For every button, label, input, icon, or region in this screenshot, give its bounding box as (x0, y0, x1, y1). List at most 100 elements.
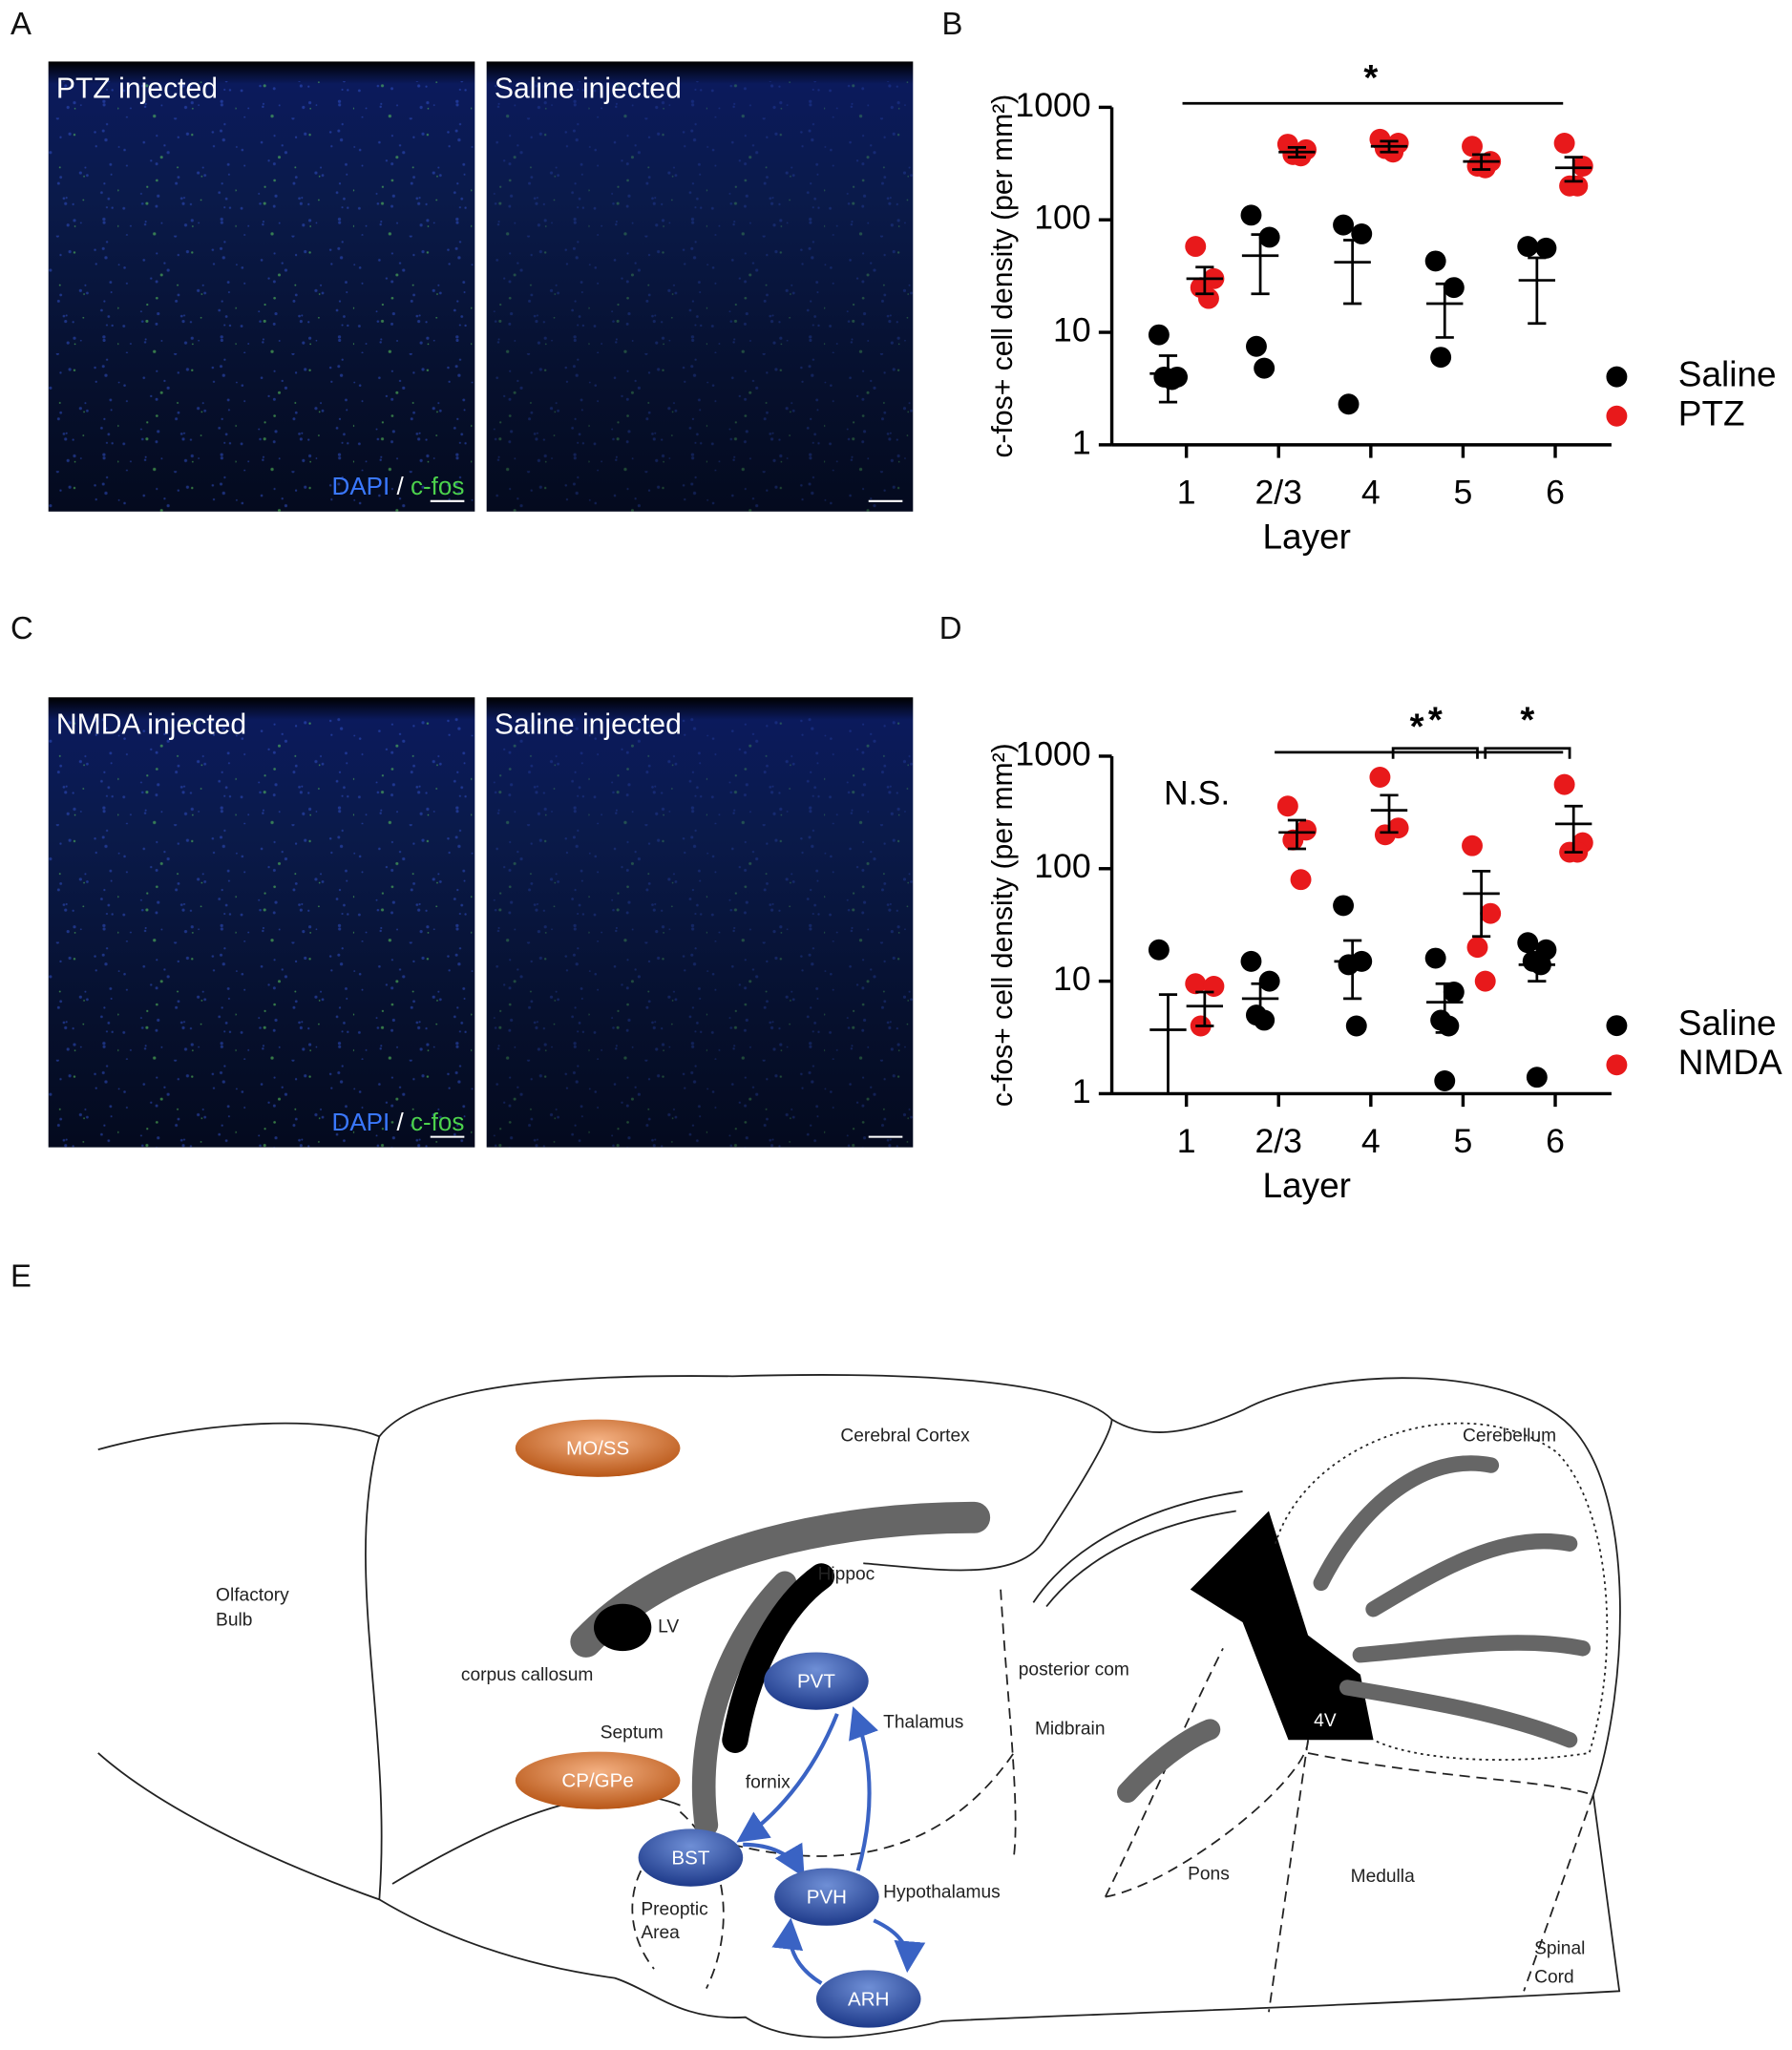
data-point (1197, 287, 1219, 309)
colliculus (1032, 1490, 1243, 1608)
micrograph-label: PTZ injected (56, 74, 218, 105)
region-label: Preoptic (641, 1899, 708, 1919)
node (774, 1868, 879, 1926)
micrograph-texture (48, 716, 475, 1148)
data-point (1466, 937, 1488, 959)
stain-label: DAPI / c-fos (332, 1108, 465, 1136)
data-point (1254, 357, 1275, 379)
micrograph-texture (486, 716, 914, 1148)
data-point (1245, 335, 1267, 357)
legend-label: NMDA (1678, 1043, 1782, 1082)
arrow (736, 1713, 839, 1843)
legend-label: PTZ (1678, 393, 1745, 433)
data-point (1333, 895, 1355, 917)
y-axis-label: c-fos+ cell density (per mm²) (987, 95, 1019, 458)
data-point (1553, 773, 1575, 795)
panel-label: A (11, 6, 32, 41)
x-tick-label: 4 (1361, 473, 1381, 511)
region-label: Bulb (216, 1611, 252, 1631)
data-point (1338, 393, 1360, 415)
legend-marker (1606, 366, 1628, 388)
node (515, 1419, 681, 1477)
region-label: Cord (1534, 1968, 1574, 1988)
legend-label: Saline (1678, 1004, 1777, 1043)
node-label: MO/SS (566, 1438, 629, 1460)
region-label: LV (658, 1617, 679, 1637)
brain-diagram (97, 1374, 1621, 2039)
annotation: * (1363, 57, 1378, 98)
annotation: N.S. (1164, 773, 1230, 812)
x-tick-label: 6 (1546, 1122, 1565, 1160)
data-point (1443, 982, 1465, 1003)
data-point (1517, 932, 1539, 954)
data-point (1424, 250, 1446, 272)
y-tick-label: 1 (1072, 423, 1091, 461)
annotation: * (1428, 699, 1443, 740)
chart: 1 10 100 1000 1 2/3 4 5 6 Layer c-fos+ cell densit… (987, 699, 1782, 1204)
y-tick-label: 100 (1034, 847, 1090, 885)
stain-name: c-fos (411, 472, 464, 500)
stain-label: DAPI / c-fos (332, 472, 465, 500)
data-point (1526, 1067, 1548, 1088)
data-point (1374, 824, 1396, 846)
data-point (1185, 973, 1207, 995)
micrograph-label: NMDA injected (56, 708, 246, 740)
fourth-ventricle (1190, 1511, 1374, 1741)
diagram-nodes: MO/SS CP/GPe PVT BST PVH ARH (515, 1419, 926, 2028)
legend-marker (1606, 1054, 1628, 1076)
region-label: Septum (601, 1722, 664, 1743)
region-label: Hypothalamus (883, 1883, 1001, 1903)
y-tick-label: 10 (1053, 960, 1091, 998)
data-point (1148, 324, 1170, 346)
data-point (1369, 767, 1391, 788)
stain-name: c-fos (411, 1108, 464, 1136)
region-label: Spinal (1534, 1939, 1585, 1959)
region-label: Cerebral Cortex (840, 1426, 970, 1446)
x-tick-label: 1 (1177, 473, 1196, 511)
data-point (1276, 795, 1298, 817)
region-label: fornix (746, 1773, 791, 1793)
node-label: ARH (848, 1988, 889, 2010)
data-point (1517, 236, 1539, 258)
region-label: Thalamus (883, 1712, 963, 1732)
stain-name: DAPI (332, 472, 390, 500)
significance-bracket (1484, 747, 1571, 759)
diagram-labels: Olfactory Bulb Cerebral Cortex corpus ca… (216, 1426, 1585, 1987)
node-label: BST (671, 1847, 709, 1869)
panel-label: D (939, 610, 962, 645)
legend-label: Saline (1678, 354, 1777, 393)
micrograph-texture (486, 80, 914, 512)
data-point (1258, 970, 1280, 992)
aqueduct (1117, 1719, 1221, 1804)
y-tick-label: 1000 (1015, 86, 1090, 124)
panel-label: E (11, 1257, 32, 1293)
node-label: PVH (807, 1886, 847, 1908)
region-label: Olfactory (216, 1586, 289, 1606)
y-tick-label: 10 (1053, 310, 1091, 349)
x-tick-label: 2/3 (1254, 1122, 1302, 1160)
chart: 1 10 100 1000 1 2/3 4 5 6 Layer c-fos+ cell densit… (987, 57, 1776, 557)
data-point (1240, 204, 1262, 226)
arrow (873, 1918, 926, 1974)
region-label: corpus callosum (461, 1665, 594, 1685)
data-point (1535, 237, 1557, 259)
data-point (1434, 1070, 1456, 1091)
stain-name: / (397, 1108, 405, 1136)
x-tick-label: 5 (1454, 473, 1473, 511)
panel-label: C (11, 610, 33, 645)
region-label: 4V (1314, 1711, 1337, 1731)
data-point (1345, 1015, 1367, 1037)
data-point (1333, 214, 1355, 236)
x-tick-label: 4 (1361, 1122, 1381, 1160)
data-point (1462, 136, 1483, 158)
node (815, 1970, 921, 2028)
x-tick-label: 5 (1454, 1122, 1473, 1160)
data-point (1474, 970, 1496, 992)
y-tick-label: 1 (1072, 1072, 1091, 1110)
bulb-border (365, 1436, 383, 1900)
region-label: posterior com (1019, 1660, 1129, 1680)
data-point (1338, 954, 1360, 976)
data-point (1148, 939, 1170, 961)
significance-bracket (1391, 747, 1479, 759)
